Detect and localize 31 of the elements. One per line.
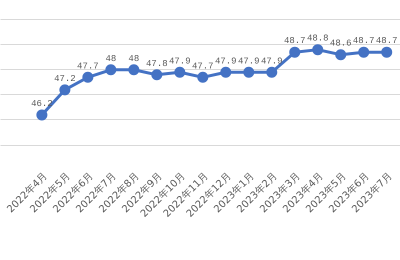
point bbox=[105, 64, 116, 76]
point bbox=[358, 46, 370, 58]
point bbox=[335, 49, 346, 60]
data-label: 47.2 bbox=[54, 74, 76, 84]
data-label: 48 bbox=[105, 54, 116, 64]
point bbox=[151, 69, 162, 80]
point bbox=[82, 72, 94, 83]
point bbox=[289, 46, 300, 58]
data-label: 48.7 bbox=[376, 36, 398, 46]
data-label: 47.9 bbox=[260, 56, 283, 66]
point bbox=[381, 46, 392, 58]
data-label: 47.7 bbox=[77, 61, 99, 72]
point bbox=[197, 72, 208, 83]
data-label: 48 bbox=[128, 54, 140, 64]
point bbox=[128, 64, 140, 76]
point bbox=[36, 109, 48, 120]
data-label: 48.6 bbox=[330, 38, 352, 49]
data-label: 47.8 bbox=[146, 58, 168, 69]
data-label: 47.9 bbox=[238, 56, 260, 66]
data-label: 47.9 bbox=[169, 56, 191, 66]
point bbox=[220, 66, 232, 78]
data-label: 47.7 bbox=[192, 61, 214, 72]
point bbox=[312, 44, 324, 56]
data-label: 48.7 bbox=[352, 36, 375, 46]
point bbox=[174, 66, 186, 78]
data-label: 48.7 bbox=[284, 36, 306, 46]
point bbox=[266, 66, 278, 78]
data-label: 48.8 bbox=[306, 34, 329, 44]
data-label: 47.9 bbox=[214, 56, 237, 66]
point bbox=[59, 84, 70, 96]
point bbox=[243, 66, 254, 78]
